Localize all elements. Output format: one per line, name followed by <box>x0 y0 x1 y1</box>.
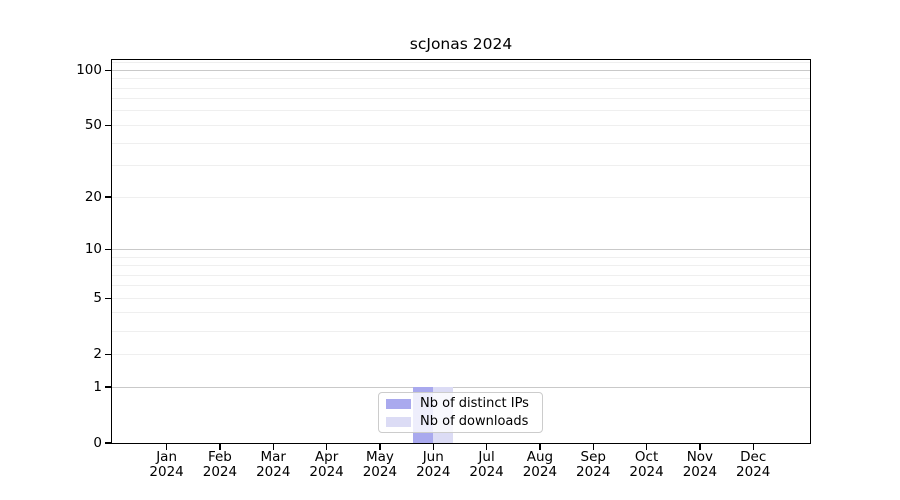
x-tick <box>539 444 541 450</box>
x-tick-label: Mar 2024 <box>256 449 291 480</box>
minor-gridline <box>112 297 810 299</box>
x-tick-label: Apr 2024 <box>309 449 344 480</box>
x-tick <box>645 444 648 450</box>
x-tick-label: Feb 2024 <box>202 449 238 480</box>
x-tick <box>219 444 221 450</box>
x-tick <box>272 444 274 450</box>
x-tick-label: Jul 2024 <box>469 449 504 480</box>
minor-gridline <box>112 353 810 355</box>
x-tick-label: Sep 2024 <box>576 449 611 480</box>
minor-gridline <box>112 330 810 332</box>
minor-gridline <box>112 165 810 167</box>
legend-item-label: Nb of distinct IPs <box>420 395 529 411</box>
x-tick <box>699 444 701 450</box>
legend-swatch-icon <box>386 416 411 427</box>
y-tick <box>105 196 112 198</box>
minor-gridline <box>112 142 810 144</box>
y-tick-label: 20 <box>84 189 102 206</box>
x-tick <box>592 444 594 450</box>
major-gridline <box>112 69 810 71</box>
x-tick-label: Oct 2024 <box>629 449 664 480</box>
chart-legend: Nb of distinct IPs Nb of downloads <box>378 392 543 433</box>
minor-gridline <box>112 62 810 64</box>
x-tick-label: Aug 2024 <box>522 449 558 480</box>
y-tick-label: 2 <box>93 346 102 363</box>
minor-gridline <box>112 98 810 100</box>
y-tick-label: 10 <box>84 241 102 258</box>
x-tick <box>325 444 328 450</box>
y-tick-label: 50 <box>84 117 102 134</box>
minor-gridline <box>112 78 810 80</box>
y-tick <box>105 386 112 388</box>
plot-area <box>112 60 810 443</box>
minor-gridline <box>112 274 810 276</box>
x-tick-label: Jan 2024 <box>149 449 184 480</box>
legend-item-label: Nb of downloads <box>420 413 529 429</box>
minor-gridline <box>112 265 810 266</box>
legend-swatch-icon <box>386 398 411 409</box>
y-tick-label: 1 <box>93 379 102 395</box>
y-tick-label: 5 <box>93 290 102 307</box>
legend-item: Nb of downloads <box>386 413 534 429</box>
x-tick-label: Dec 2024 <box>736 449 771 480</box>
x-tick-label: Jun 2024 <box>416 449 451 480</box>
minor-gridline <box>112 285 810 287</box>
major-gridline <box>112 386 810 388</box>
major-gridline <box>112 248 810 250</box>
x-tick <box>485 444 488 450</box>
x-tick-label: Nov 2024 <box>682 449 718 480</box>
minor-gridline <box>112 312 810 314</box>
minor-gridline <box>112 124 810 126</box>
y-tick <box>105 297 112 299</box>
minor-gridline <box>112 256 810 258</box>
y-tick <box>105 248 112 250</box>
x-tick <box>165 444 168 450</box>
x-tick-label: May 2024 <box>362 449 398 480</box>
minor-gridline <box>112 87 810 89</box>
y-tick-label: 0 <box>93 435 102 451</box>
y-tick <box>105 69 112 71</box>
y-tick-label: 100 <box>76 62 102 79</box>
chart-title: scJonas 2024 <box>409 35 513 53</box>
minor-gridline <box>112 110 810 112</box>
x-tick <box>379 444 381 450</box>
y-tick <box>105 353 112 355</box>
legend-item: Nb of distinct IPs <box>386 395 534 411</box>
x-tick <box>432 444 434 450</box>
y-tick <box>105 442 112 444</box>
y-tick <box>105 124 112 127</box>
minor-gridline <box>112 196 810 198</box>
x-tick <box>752 444 754 450</box>
